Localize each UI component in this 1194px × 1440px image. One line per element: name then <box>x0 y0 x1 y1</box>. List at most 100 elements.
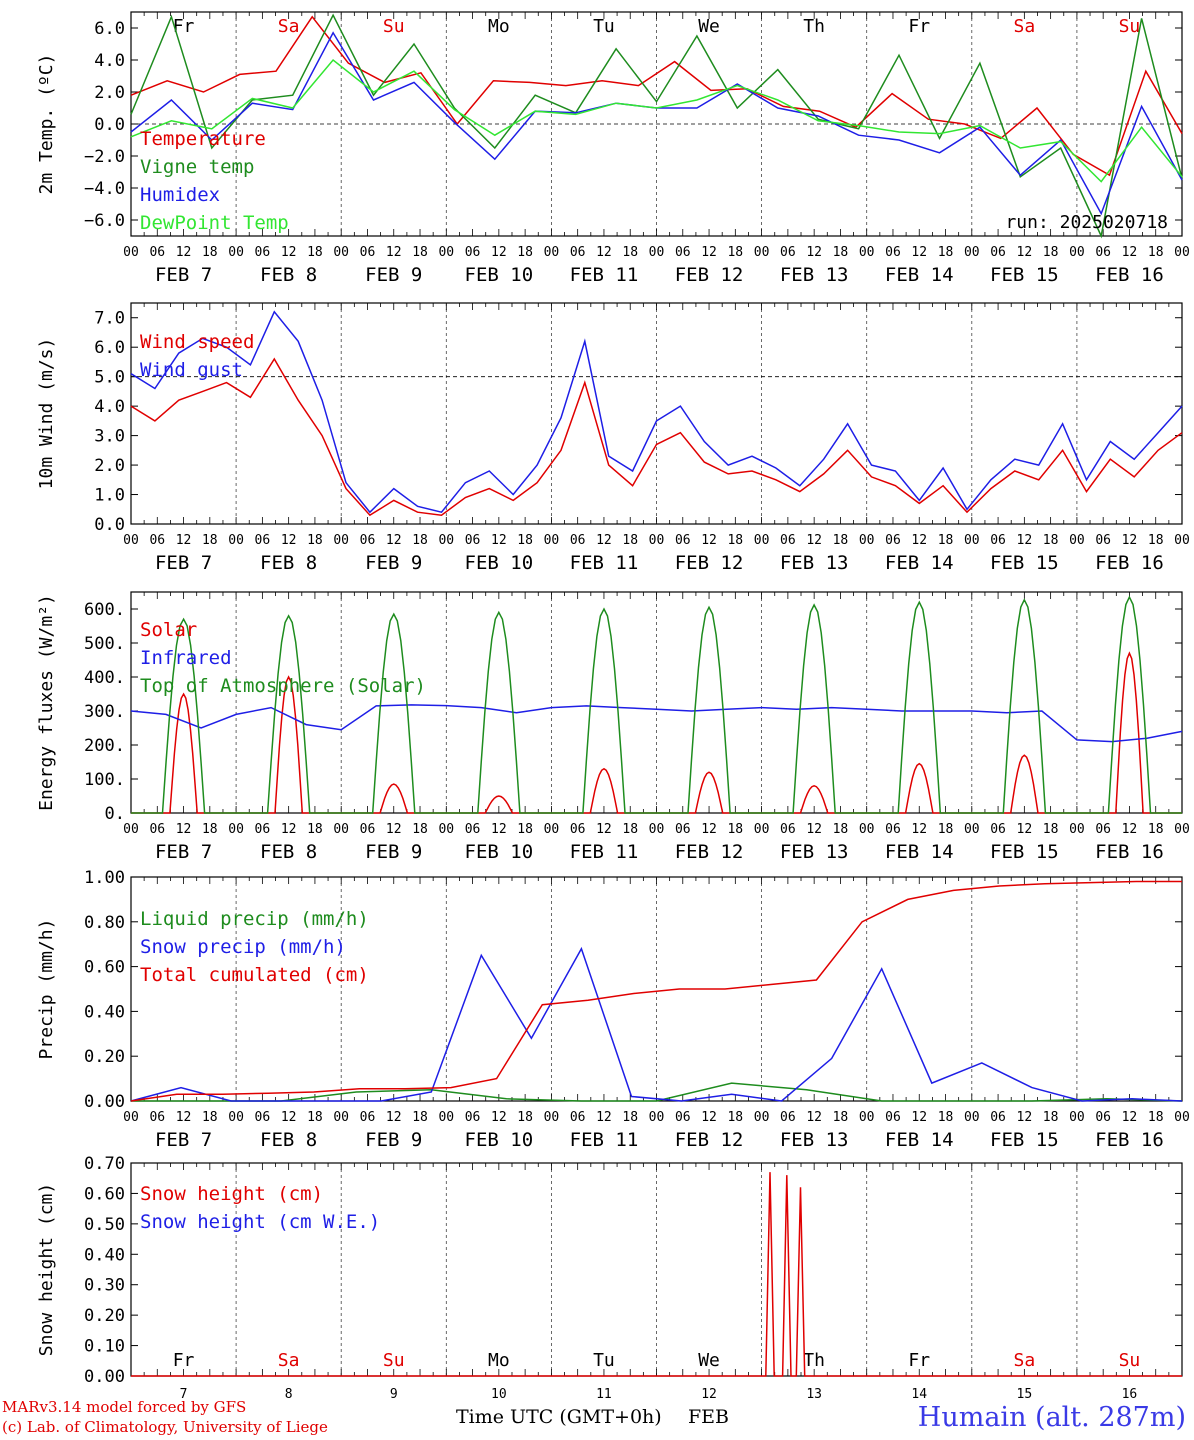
date-label: FEB 9 <box>365 264 422 286</box>
hour-label: 12 <box>911 822 927 837</box>
hour-label: 12 <box>911 1110 927 1125</box>
series-line <box>131 1172 1182 1377</box>
date-label: FEB 14 <box>885 264 954 286</box>
hour-label: 18 <box>727 245 743 260</box>
hour-label: 18 <box>307 822 323 837</box>
y-tick-label: −2.0 <box>84 147 125 167</box>
legend-entry: Wind speed <box>140 331 254 353</box>
hour-label: 00 <box>1069 533 1085 548</box>
hour-label: 00 <box>649 1110 665 1125</box>
hour-label: 18 <box>833 533 849 548</box>
day-number: 7 <box>180 1387 188 1402</box>
hour-label: 06 <box>360 1110 376 1125</box>
hour-label: 18 <box>1148 822 1164 837</box>
y-tick-label: 0.20 <box>84 1047 125 1067</box>
day-name: We <box>698 16 720 37</box>
hour-label: 06 <box>990 1110 1006 1125</box>
y-tick-label: 0.50 <box>84 1215 125 1235</box>
hour-label: 00 <box>1069 1110 1085 1125</box>
hour-label: 00 <box>859 1110 875 1125</box>
hour-label: 06 <box>1095 822 1111 837</box>
run-label: run: 2025020718 <box>1005 212 1168 233</box>
date-label: FEB 14 <box>885 1129 954 1151</box>
hour-label: 12 <box>386 533 402 548</box>
hour-label: 12 <box>491 822 507 837</box>
day-number: 14 <box>911 1387 927 1402</box>
hour-label: 06 <box>149 822 165 837</box>
hour-label: 06 <box>465 822 481 837</box>
hour-label: 06 <box>675 822 691 837</box>
y-axis-label: Snow height (cm) <box>36 1183 57 1356</box>
day-name: Su <box>1119 1350 1141 1371</box>
day-name: Fr <box>173 16 195 37</box>
hour-label: 12 <box>1017 1110 1033 1125</box>
panel-fluxes <box>130 591 1183 814</box>
hour-label: 18 <box>938 1110 954 1125</box>
y-tick-label: 200. <box>84 736 125 756</box>
hour-label: 00 <box>544 533 560 548</box>
date-label: FEB 14 <box>885 841 954 863</box>
legend-entry: Snow height (cm) <box>140 1183 323 1205</box>
date-label: FEB 9 <box>365 841 422 863</box>
hour-label: 12 <box>806 533 822 548</box>
day-name: Mo <box>488 16 510 37</box>
date-label: FEB 7 <box>155 552 212 574</box>
hour-label: 12 <box>701 822 717 837</box>
date-label: FEB 16 <box>1095 552 1164 574</box>
hour-label: 18 <box>412 822 428 837</box>
hour-label: 06 <box>570 1110 586 1125</box>
hour-label: 06 <box>780 533 796 548</box>
hour-label: 18 <box>1043 533 1059 548</box>
hour-label: 06 <box>570 533 586 548</box>
date-label: FEB 12 <box>675 841 744 863</box>
hour-label: 18 <box>938 245 954 260</box>
hour-label: 12 <box>491 533 507 548</box>
hour-label: 12 <box>386 245 402 260</box>
hour-label: 12 <box>386 1110 402 1125</box>
day-name: Su <box>383 16 405 37</box>
date-label: FEB 7 <box>155 841 212 863</box>
hour-label: 18 <box>1148 533 1164 548</box>
y-tick-label: 5.0 <box>94 368 125 388</box>
y-axis-label: 10m Wind (m/s) <box>36 338 57 490</box>
day-name: Mo <box>488 1350 510 1371</box>
hour-label: 12 <box>176 1110 192 1125</box>
y-tick-label: 500. <box>84 634 125 654</box>
hour-label: 00 <box>333 822 349 837</box>
hour-label: 12 <box>1122 245 1138 260</box>
y-tick-label: 7.0 <box>94 309 125 329</box>
hour-label: 06 <box>885 822 901 837</box>
hour-label: 18 <box>307 245 323 260</box>
date-label: FEB 15 <box>990 264 1059 286</box>
y-tick-label: 2.0 <box>94 456 125 476</box>
hour-label: 18 <box>307 533 323 548</box>
hour-label: 00 <box>964 1110 980 1125</box>
hour-label: 00 <box>964 245 980 260</box>
hour-label: 18 <box>517 245 533 260</box>
hour-label: 06 <box>675 1110 691 1125</box>
legend-entry: Infrared <box>140 647 232 669</box>
y-axis-label: Precip (mm/h) <box>36 919 57 1060</box>
series-line <box>130 880 1182 1102</box>
station-title: Humain (alt. 287m) <box>917 1402 1186 1433</box>
hour-label: 18 <box>727 533 743 548</box>
panel-temperature <box>130 11 1183 237</box>
hour-label: 06 <box>360 533 376 548</box>
date-label: FEB 16 <box>1095 841 1164 863</box>
hour-label: 12 <box>176 245 192 260</box>
legend-entry: Temperature <box>140 128 266 150</box>
date-label: FEB 12 <box>675 1129 744 1151</box>
date-label: FEB 7 <box>155 264 212 286</box>
hour-label: 12 <box>806 822 822 837</box>
date-label: FEB 10 <box>465 1129 534 1151</box>
hour-label: 06 <box>780 1110 796 1125</box>
hour-label: 06 <box>255 533 271 548</box>
hour-label: 06 <box>149 533 165 548</box>
hour-label: 18 <box>1148 245 1164 260</box>
hour-label: 00 <box>333 1110 349 1125</box>
legend-entry: DewPoint Temp <box>140 212 289 234</box>
legend-entry: Snow precip (mm/h) <box>140 936 346 958</box>
date-label: FEB 12 <box>675 552 744 574</box>
day-number: 9 <box>390 1387 398 1402</box>
date-label: FEB 12 <box>675 264 744 286</box>
